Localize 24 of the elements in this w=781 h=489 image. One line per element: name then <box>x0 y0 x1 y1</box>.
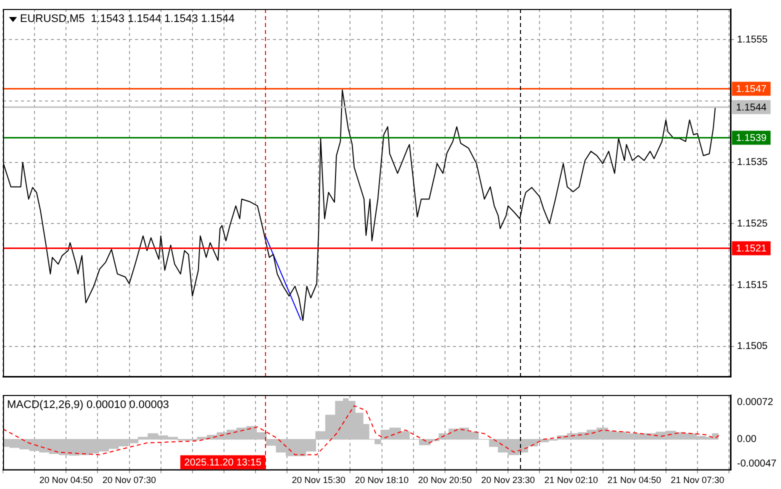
ref-line-label: 1.1521 <box>736 243 768 254</box>
y-tick-label: 1.1525 <box>737 218 768 230</box>
ref-line-label: 1.1539 <box>736 133 768 144</box>
y-tick-label: 0.00072 <box>737 396 774 408</box>
ref-line-label: 2025.11.20 13:15 <box>184 457 262 468</box>
x-tick-label: 20 Nov 20:50 <box>418 475 472 486</box>
x-tick-label: 21 Nov 07:30 <box>670 475 724 486</box>
x-tick-label: 20 Nov 18:10 <box>355 475 409 486</box>
x-tick-label: 21 Nov 04:50 <box>608 475 662 486</box>
x-tick-label: 20 Nov 04:50 <box>39 475 93 486</box>
x-tick-label: 20 Nov 15:30 <box>292 475 346 486</box>
y-tick-label: 1.1535 <box>737 157 768 168</box>
x-tick-label: 21 Nov 02:10 <box>544 475 598 486</box>
ref-line-label: 1.1547 <box>736 84 768 95</box>
chart-title: MACD(12,26,9) 0.00010 0.00003 <box>7 399 170 412</box>
x-tick-label: 20 Nov 07:30 <box>102 475 156 486</box>
y-tick-label: 1.1515 <box>737 280 768 291</box>
x-tick-label: 20 Nov 23:30 <box>481 475 535 486</box>
y-tick-label: 0.00 <box>737 434 757 446</box>
y-tick-label: -0.00047 <box>737 458 777 470</box>
y-tick-label: 1.1555 <box>737 34 768 46</box>
chart-title: EURUSD,M5 1.1543 1.1544 1.1543 1.1544 <box>20 13 235 26</box>
y-tick-label: 1.1505 <box>737 341 768 352</box>
ref-line-label: 1.1544 <box>736 102 768 114</box>
